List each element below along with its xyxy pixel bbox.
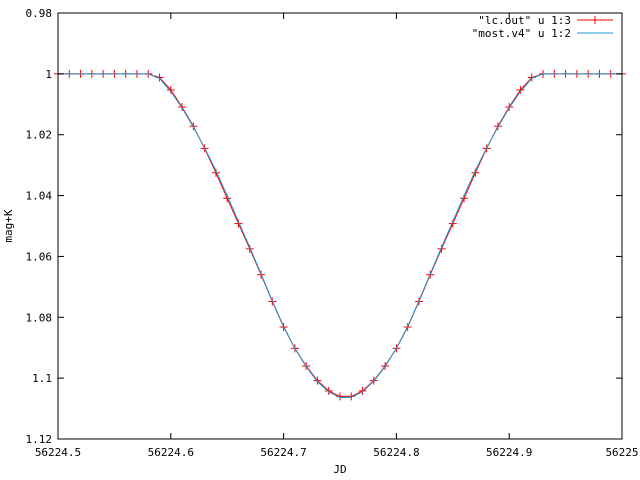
y-tick-label: 0.98 [26,7,53,20]
series-line-2 [58,73,622,399]
y-tick-label: 1.04 [26,190,53,203]
x-tick-label: 56224.8 [373,446,419,459]
x-tick-label: 56224.9 [486,446,532,459]
y-tick-label: 1.06 [26,250,53,263]
data-point [166,85,175,94]
series-layer [54,69,626,401]
y-tick-label: 1.1 [32,372,52,385]
data-point [358,386,367,395]
y-tick-label: 1 [45,68,52,81]
legend-entry-2: "most.v4" u 1:2 [472,27,571,40]
y-tick-label: 1.12 [26,433,53,446]
x-tick-label: 56224.7 [260,446,306,459]
legend: "lc.out" u 1:3"most.v4" u 1:2 [472,14,613,40]
x-axis-label: JD [333,463,346,476]
data-point [313,376,322,385]
data-point [505,103,514,112]
legend-marker-1 [591,16,599,24]
data-point [178,103,187,112]
data-point [516,85,525,94]
data-point [324,386,333,395]
legend-entry-1: "lc.out" u 1:3 [478,14,571,27]
y-tick-label: 1.08 [26,311,53,324]
x-tick-label: 56224.5 [35,446,81,459]
y-tick-label: 1.02 [26,129,53,142]
x-tick-label: 56224.6 [148,446,194,459]
y-axis-label: mag+K [2,209,15,242]
x-tick-label: 56225 [605,446,638,459]
plot-frame [57,12,623,440]
ticks-layer: 56224.5 56224.6 56224.7 56224.8 56224.9 56225… [26,7,639,459]
